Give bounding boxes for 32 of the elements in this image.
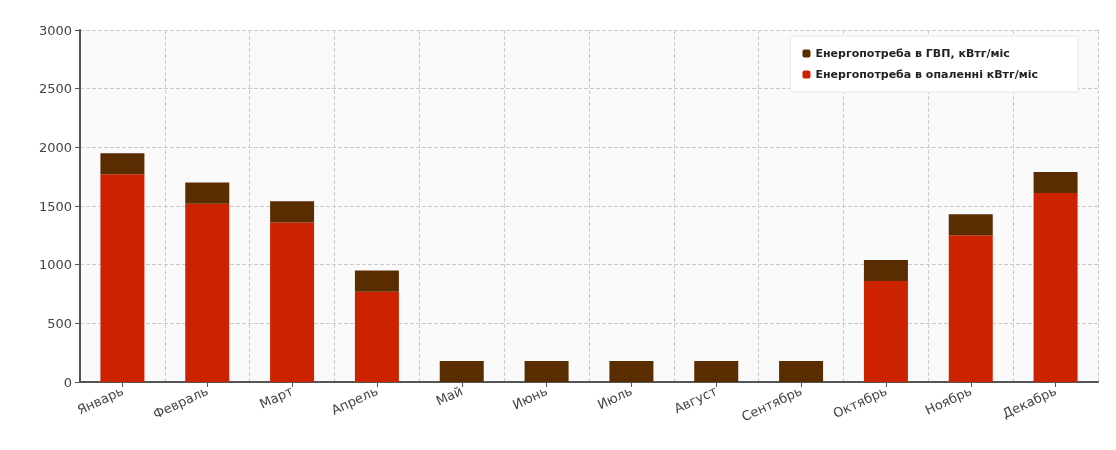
bar — [863, 259, 908, 282]
bar — [948, 214, 993, 236]
bar — [694, 360, 739, 382]
y-tick-label: 0 — [63, 374, 72, 390]
y-tick-label: 2500 — [38, 81, 72, 97]
bar — [863, 281, 908, 382]
y-tick-label: 1000 — [38, 257, 72, 273]
x-tick-label: Июль — [595, 383, 635, 413]
y-tick-label: 1500 — [38, 198, 72, 214]
bar — [354, 291, 399, 382]
bar — [100, 153, 145, 175]
bar — [270, 201, 315, 223]
bar — [1033, 193, 1078, 382]
bar — [270, 222, 315, 382]
y-tick-label: 500 — [47, 315, 72, 331]
x-tick-label: Июнь — [510, 383, 550, 413]
bar — [609, 360, 654, 382]
bar — [354, 270, 399, 292]
bar — [185, 203, 230, 382]
bar — [439, 360, 484, 382]
y-tick-label: 3000 — [38, 22, 72, 38]
bar — [1033, 171, 1078, 194]
bar — [948, 235, 993, 382]
x-tick-label: Май — [433, 383, 465, 409]
y-tick-label: 2000 — [38, 139, 72, 155]
x-tick-label: Март — [257, 383, 296, 412]
legend-label: Енергопотреба в ГВП, кВтг/міс — [815, 47, 1010, 60]
bar — [779, 360, 824, 382]
bar — [185, 182, 230, 204]
bar — [100, 174, 145, 382]
legend-label: Енергопотреба в опаленні кВтг/міс — [815, 68, 1038, 81]
bar — [524, 360, 569, 382]
